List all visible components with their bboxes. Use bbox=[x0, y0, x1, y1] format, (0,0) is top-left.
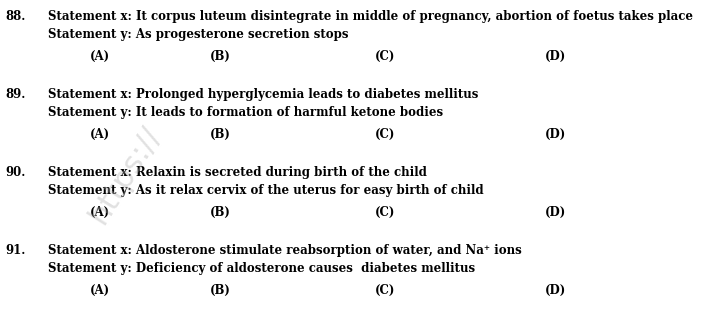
Text: Statement y: As it relax cervix of the uterus for easy birth of child: Statement y: As it relax cervix of the u… bbox=[48, 184, 484, 197]
Text: (D): (D) bbox=[545, 206, 567, 219]
Text: (D): (D) bbox=[545, 284, 567, 297]
Text: (A): (A) bbox=[90, 284, 110, 297]
Text: (A): (A) bbox=[90, 128, 110, 141]
Text: Statement y: It leads to formation of harmful ketone bodies: Statement y: It leads to formation of ha… bbox=[48, 106, 443, 119]
Text: (A): (A) bbox=[90, 50, 110, 63]
Text: Statement x: It corpus luteum disintegrate in middle of pregnancy, abortion of f: Statement x: It corpus luteum disintegra… bbox=[48, 10, 693, 23]
Text: (B): (B) bbox=[210, 128, 231, 141]
Text: Statement x: Prolonged hyperglycemia leads to diabetes mellitus: Statement x: Prolonged hyperglycemia lea… bbox=[48, 88, 479, 101]
Text: (D): (D) bbox=[545, 128, 567, 141]
Text: 88.: 88. bbox=[5, 10, 26, 23]
Text: 91.: 91. bbox=[5, 244, 26, 257]
Text: Statement x: Relaxin is secreted during birth of the child: Statement x: Relaxin is secreted during … bbox=[48, 166, 427, 179]
Text: Statement y: As progesterone secretion stops: Statement y: As progesterone secretion s… bbox=[48, 28, 349, 41]
Text: (B): (B) bbox=[210, 284, 231, 297]
Text: Statement x: Aldosterone stimulate reabsorption of water, and Na⁺ ions: Statement x: Aldosterone stimulate reabs… bbox=[48, 244, 522, 257]
Text: (B): (B) bbox=[210, 50, 231, 63]
Text: (C): (C) bbox=[375, 206, 395, 219]
Text: 90.: 90. bbox=[5, 166, 26, 179]
Text: 89.: 89. bbox=[5, 88, 26, 101]
Text: (C): (C) bbox=[375, 284, 395, 297]
Text: (A): (A) bbox=[90, 206, 110, 219]
Text: (C): (C) bbox=[375, 128, 395, 141]
Text: https://: https:// bbox=[84, 121, 166, 229]
Text: (C): (C) bbox=[375, 50, 395, 63]
Text: (D): (D) bbox=[545, 50, 567, 63]
Text: Statement y: Deficiency of aldosterone causes  diabetes mellitus: Statement y: Deficiency of aldosterone c… bbox=[48, 262, 475, 275]
Text: (B): (B) bbox=[210, 206, 231, 219]
